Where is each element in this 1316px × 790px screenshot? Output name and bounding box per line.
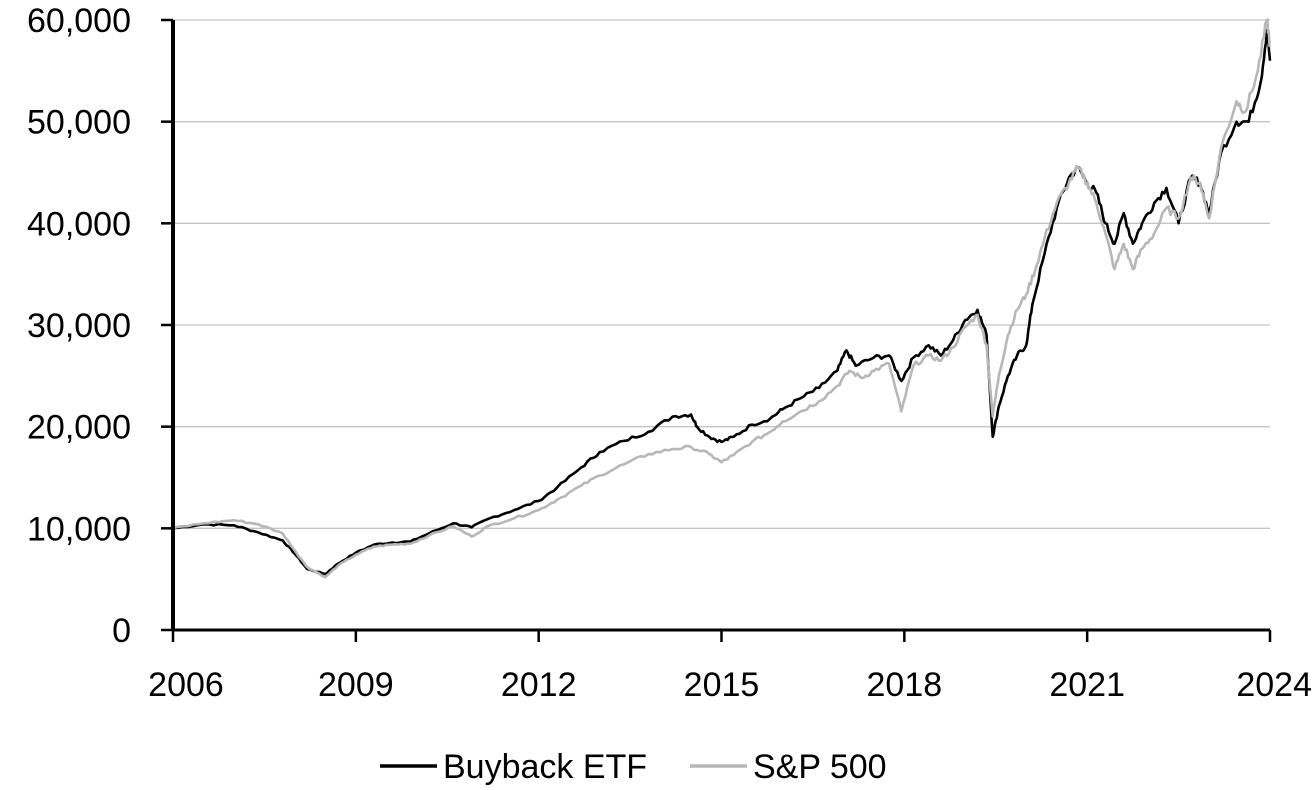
x-tick-label: 2018	[867, 666, 943, 704]
tick-labels: 0 10,000 20,000 30,000 40,000 50,000 60,000 200…	[27, 2, 1312, 704]
x-tick-label: 2015	[684, 666, 760, 704]
x-tick-label: 2006	[148, 666, 224, 704]
y-tick-label: 30,000	[27, 307, 131, 345]
x-tick-label: 2012	[501, 666, 577, 704]
legend-label: S&P 500	[753, 748, 887, 786]
series-layer	[172, 18, 1272, 579]
y-tick-label: 0	[112, 612, 131, 650]
y-tick-label: 20,000	[27, 409, 131, 447]
y-tick-label: 40,000	[27, 205, 131, 243]
legend-label: Buyback ETF	[443, 748, 647, 786]
axes	[161, 18, 1272, 642]
series-line-sp500	[172, 18, 1271, 579]
series-line-buyback-etf	[172, 28, 1272, 576]
x-tick-label: 2021	[1049, 666, 1125, 704]
gridlines	[173, 19, 1270, 529]
x-tick-label: 2009	[318, 666, 394, 704]
legend: Buyback ETF S&P 500	[380, 748, 887, 786]
y-tick-label: 60,000	[27, 2, 131, 40]
y-tick-label: 10,000	[27, 510, 131, 548]
x-tick-label: 2024	[1236, 666, 1312, 704]
y-tick-label: 50,000	[27, 104, 131, 142]
